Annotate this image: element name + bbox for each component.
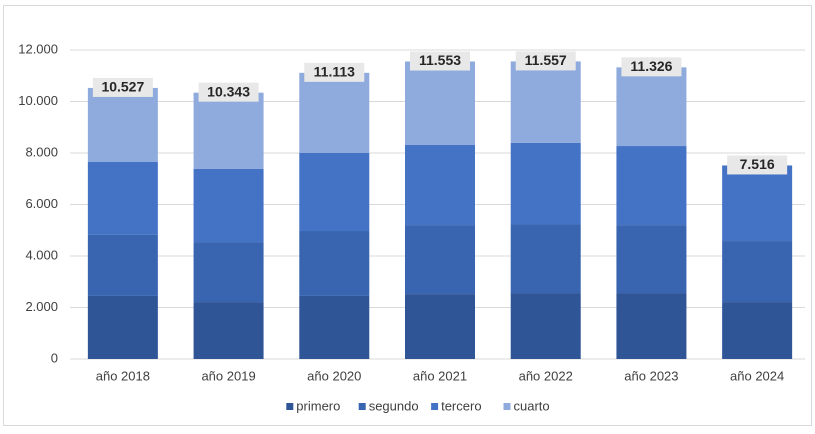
legend-swatch [503, 403, 511, 410]
bar-segment [616, 146, 687, 226]
legend-label: tercero [441, 398, 481, 413]
legend-swatch [286, 403, 294, 410]
legend-swatch [431, 403, 439, 410]
bar-segment [193, 302, 264, 359]
bar-segment [87, 234, 158, 296]
y-tick-label: 2.000 [25, 299, 58, 314]
total-label-box [727, 155, 788, 175]
total-label-box [198, 82, 259, 102]
y-tick-label: 0 [51, 350, 58, 365]
total-label-box [621, 57, 682, 77]
bar-segment [722, 302, 793, 359]
bar-segment [616, 225, 687, 294]
total-label: 11.326 [630, 58, 672, 74]
legend-label: cuarto [514, 398, 550, 413]
total-label-box [410, 51, 470, 71]
y-tick-label: 4.000 [25, 247, 58, 262]
bar-segment [616, 67, 687, 147]
x-tick-label: año 2023 [624, 368, 678, 383]
bar-segment [87, 295, 158, 359]
bar-segment [193, 92, 264, 169]
bar-segment [405, 61, 475, 146]
bar-segment [510, 224, 581, 294]
bar-segment [405, 225, 475, 295]
y-tick-label: 8.000 [25, 144, 58, 159]
bar-segment [405, 294, 475, 359]
x-tick-label: año 2021 [413, 368, 467, 383]
total-label-box [92, 77, 153, 97]
bar-segment [510, 61, 581, 143]
x-tick-label: año 2020 [307, 368, 361, 383]
x-tick-label: año 2019 [201, 368, 255, 383]
total-label: 10.343 [207, 83, 250, 99]
bar-segment [299, 72, 370, 153]
legend-label: primero [296, 398, 340, 413]
bar-segment [87, 87, 158, 163]
bar-segment [510, 293, 581, 359]
total-label: 11.553 [419, 52, 461, 68]
total-label: 7.516 [740, 156, 775, 172]
y-tick-label: 6.000 [25, 196, 58, 211]
bar-segment [722, 165, 793, 242]
bar-segment [299, 153, 370, 232]
bar-segment [193, 242, 264, 303]
y-tick-label: 12.000 [18, 41, 58, 56]
total-label: 10.527 [101, 79, 144, 95]
bar-segment [299, 295, 370, 359]
bar-segment [193, 168, 264, 243]
bar-segment [616, 293, 687, 359]
x-tick-label: año 2022 [519, 368, 573, 383]
bar-segment [722, 241, 793, 303]
total-label-box [304, 62, 365, 82]
total-label: 11.557 [525, 52, 567, 68]
x-tick-label: año 2018 [96, 368, 150, 383]
bar-segment [405, 145, 475, 226]
legend-swatch [358, 403, 366, 410]
bar-segment [510, 142, 581, 225]
bar-segment [299, 231, 370, 296]
total-label: 11.113 [314, 64, 355, 80]
y-tick-label: 10.000 [18, 93, 58, 108]
total-label-box [515, 51, 576, 71]
legend-label: segundo [369, 398, 419, 413]
x-tick-label: año 2024 [730, 368, 784, 383]
bar-segment [87, 162, 158, 235]
